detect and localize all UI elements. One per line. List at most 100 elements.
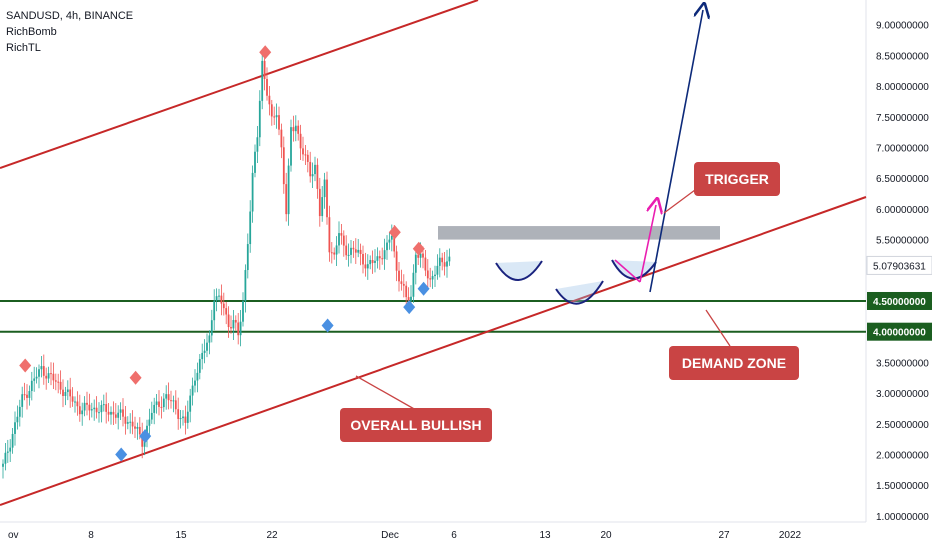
candle: [177, 397, 180, 430]
candle: [83, 396, 86, 417]
candle: [273, 106, 276, 126]
candle: [314, 156, 316, 182]
candle: [18, 399, 21, 427]
candle: [59, 370, 62, 395]
trigger-zone: [438, 226, 720, 240]
x-tick-label: 22: [266, 530, 278, 541]
candle: [306, 150, 309, 173]
candle: [424, 249, 427, 277]
y-tick-label: 3.00000000: [876, 389, 929, 400]
candle: [170, 390, 172, 409]
candle: [326, 171, 328, 225]
candle: [35, 367, 38, 384]
candle: [222, 292, 225, 316]
candle: [292, 115, 295, 142]
candle: [129, 413, 132, 434]
candle: [294, 115, 297, 142]
overall-bullish-label: OVERALL BULLISH: [350, 417, 481, 433]
candle: [155, 393, 158, 414]
pattern-arc-2: [555, 280, 604, 305]
candle: [124, 405, 127, 435]
candle: [112, 401, 115, 425]
candle: [107, 402, 110, 422]
candle: [88, 393, 91, 421]
candle: [383, 238, 386, 270]
candle: [388, 232, 391, 250]
candle: [266, 67, 268, 101]
level-40-label: 4.00000000: [867, 322, 932, 341]
channel-upper-line[interactable]: [0, 0, 479, 169]
candle: [186, 400, 189, 429]
chart-header: SANDUSD, 4h, BINANCE RichBomb RichTL: [6, 8, 133, 56]
demand-zone-callout[interactable]: DEMAND ZONE: [669, 346, 799, 380]
candle: [201, 343, 204, 370]
pattern-arc-3: [611, 259, 657, 280]
candle: [359, 243, 362, 266]
candle: [285, 172, 288, 222]
y-tick-label: 7.50000000: [876, 113, 929, 124]
x-tick-label: 13: [539, 530, 551, 541]
candle: [119, 402, 122, 421]
candle: [110, 406, 112, 425]
candle: [2, 459, 4, 479]
candle: [287, 158, 290, 226]
candle: [33, 366, 36, 392]
candle: [386, 235, 388, 260]
svg-text:4.50000000: 4.50000000: [873, 297, 926, 308]
candle: [405, 281, 408, 304]
candle: [309, 151, 312, 183]
candle: [165, 385, 168, 410]
x-tick-label: 8: [88, 530, 94, 541]
blue-target-arrow: [649, 10, 703, 293]
candle: [345, 235, 348, 260]
candle: [330, 242, 333, 264]
candle: [172, 395, 175, 413]
buy-marker-icon: [417, 281, 430, 296]
indicator-richbomb[interactable]: RichBomb: [6, 26, 57, 38]
candle: [342, 230, 345, 257]
candle: [122, 398, 124, 427]
candle: [338, 221, 340, 254]
x-tick-label: 6: [451, 530, 457, 541]
candle: [297, 120, 300, 141]
candle: [448, 248, 451, 266]
indicator-richtl[interactable]: RichTL: [6, 42, 41, 54]
candle: [249, 200, 252, 253]
candle: [318, 177, 321, 227]
candle: [446, 249, 448, 278]
signal-markers: [19, 45, 430, 462]
candle: [38, 364, 40, 389]
price-axis-panel: [866, 0, 932, 550]
candle: [158, 390, 160, 416]
candle: [182, 410, 184, 426]
candle: [443, 252, 446, 276]
y-axis: 1.00000000 1.50000000 2.00000000 2.50000000…: [876, 21, 929, 523]
candle: [268, 85, 271, 116]
candle: [431, 270, 434, 289]
candle: [290, 119, 292, 172]
candle: [213, 289, 216, 331]
candle: [347, 243, 350, 267]
x-tick-label: 2022: [779, 530, 802, 541]
overall-bullish-callout[interactable]: OVERALL BULLISH: [340, 408, 492, 442]
candle: [71, 387, 74, 407]
candle: [366, 254, 369, 280]
candle: [47, 366, 50, 384]
candle: [196, 362, 199, 393]
trigger-callout[interactable]: TRIGGER: [694, 162, 780, 196]
candle: [11, 428, 14, 454]
candle: [323, 172, 326, 209]
candle: [299, 124, 302, 161]
candle: [369, 255, 372, 270]
candle: [78, 394, 81, 422]
candle: [100, 400, 103, 423]
x-tick-label: ov: [8, 530, 19, 541]
candle: [414, 248, 417, 285]
candle: [251, 165, 254, 223]
candle: [227, 306, 230, 338]
pattern-arcs: [495, 259, 657, 305]
candle: [261, 55, 264, 110]
candle: [105, 392, 108, 424]
